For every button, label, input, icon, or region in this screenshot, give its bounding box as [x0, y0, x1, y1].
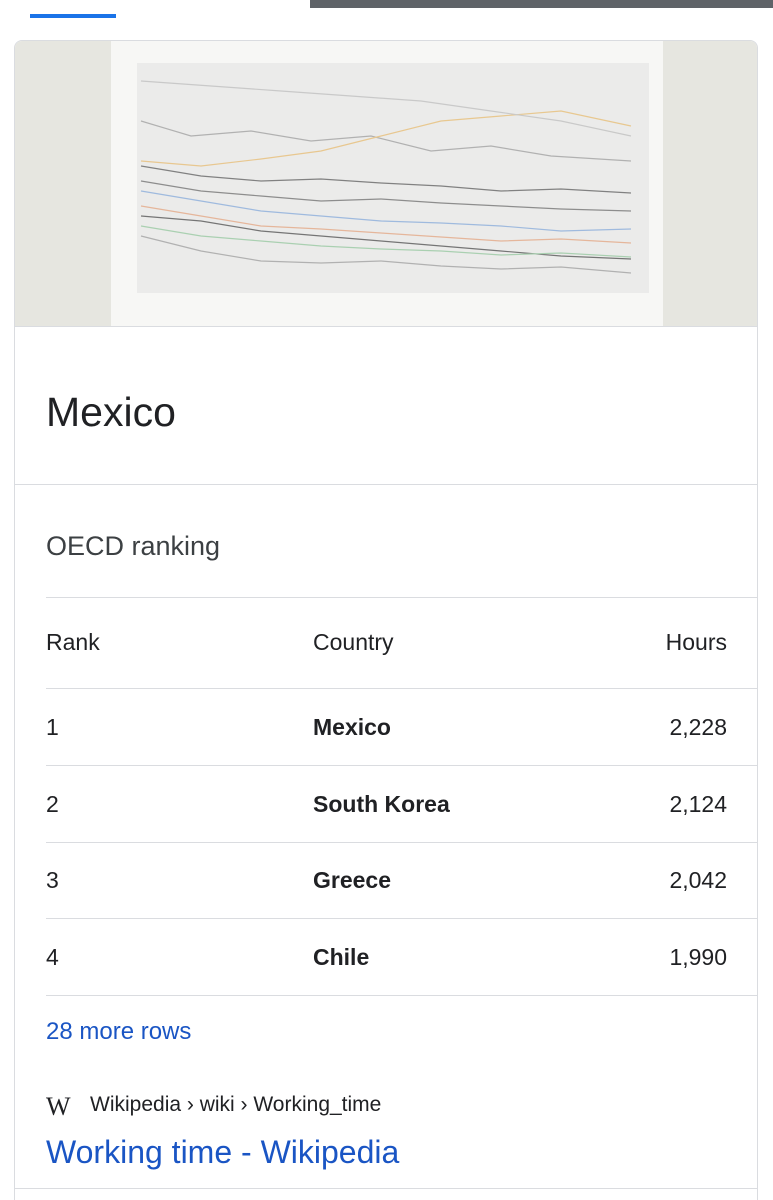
active-tab-indicator	[30, 14, 116, 18]
source-logo: W	[46, 1092, 71, 1121]
rank-cell: 2	[46, 790, 59, 817]
hours-cell: 1,990	[669, 944, 727, 971]
table-rule	[46, 841, 757, 843]
table-rule	[46, 597, 757, 598]
country-cell: South Korea	[313, 790, 450, 817]
chart-thumbnail	[111, 41, 663, 326]
rank-cell: 4	[46, 944, 59, 971]
thumb-plot	[137, 63, 649, 293]
table-rule	[46, 918, 757, 920]
column-header: Hours	[665, 629, 727, 655]
result-link[interactable]: Working time - Wikipedia	[46, 1134, 400, 1170]
divider	[15, 326, 757, 327]
column-header: Country	[313, 629, 394, 655]
hours-cell: 2,042	[669, 867, 727, 894]
country-cell: Chile	[313, 944, 370, 971]
country-cell: Greece	[313, 867, 392, 894]
country-cell: Mexico	[313, 714, 391, 740]
source-breadcrumb[interactable]: Wikipedia › wiki › Working_time	[90, 1093, 382, 1116]
entity-title: Mexico	[46, 389, 176, 435]
image-panel[interactable]	[15, 41, 757, 326]
result-card: Mexico OECD ranking Rank Country Hours 1 Mex…	[14, 40, 758, 1200]
more-rows-link[interactable]: 28 more rows	[46, 1018, 192, 1045]
table-rule	[46, 765, 757, 766]
table-rule	[46, 995, 757, 997]
thumb-lines	[140, 80, 632, 274]
tab-bar	[310, 0, 773, 8]
rank-cell: 3	[46, 867, 59, 894]
rank-cell: 1	[46, 714, 59, 740]
hours-cell: 2,124	[669, 790, 727, 817]
divider	[15, 1188, 757, 1189]
divider	[15, 484, 757, 485]
hours-cell: 2,228	[669, 714, 727, 740]
column-header: Rank	[46, 629, 100, 655]
table-rule	[46, 688, 757, 689]
table-caption: OECD ranking	[46, 531, 221, 561]
